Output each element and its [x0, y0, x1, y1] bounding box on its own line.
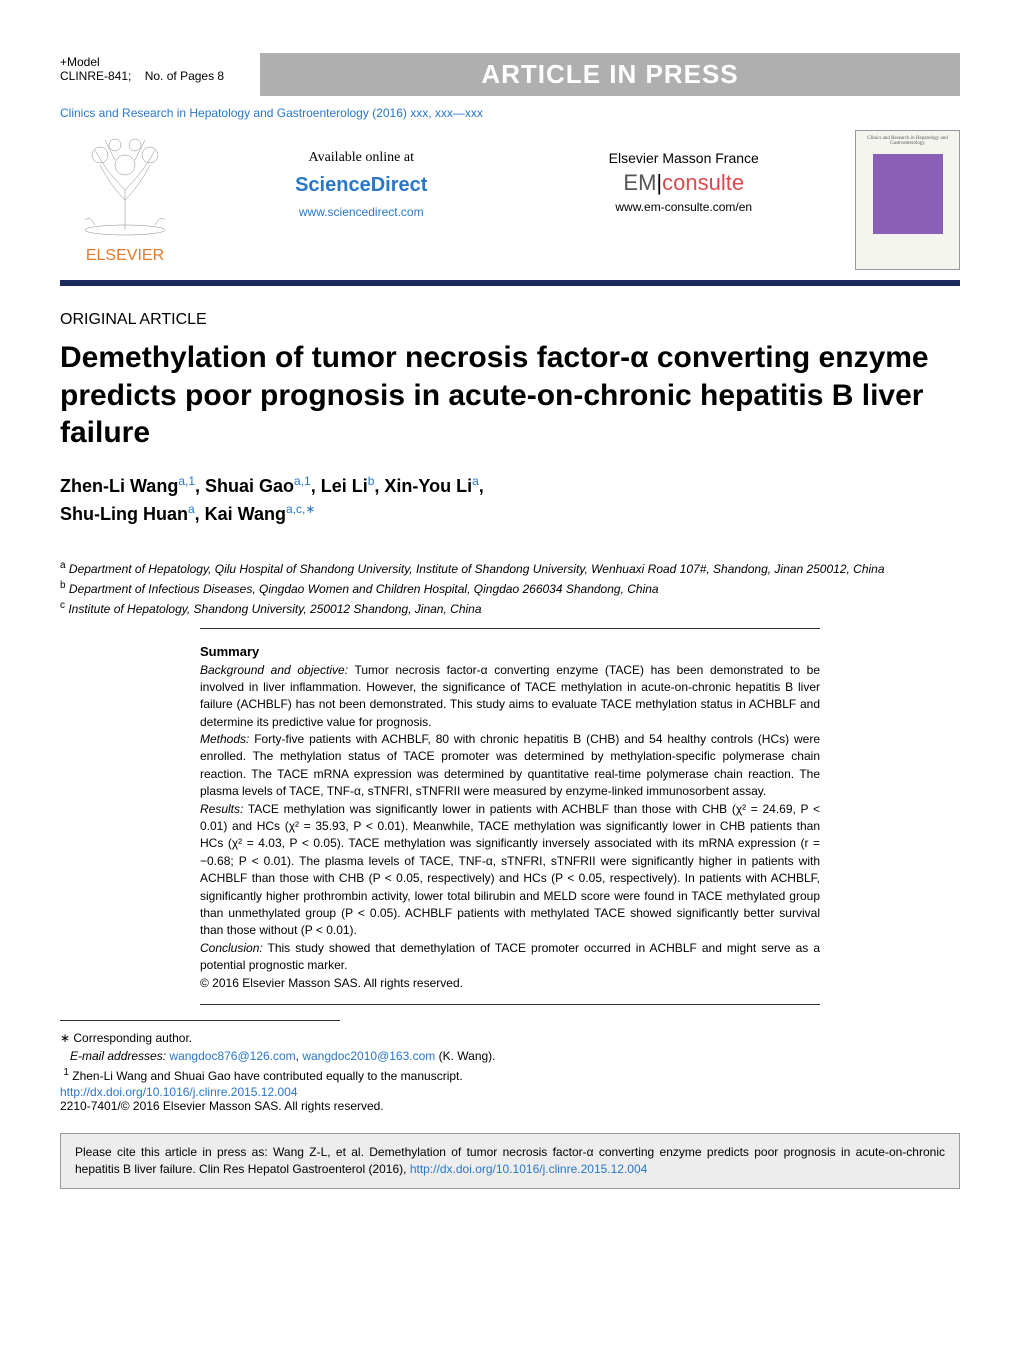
- conclusion-label: Conclusion:: [200, 941, 263, 955]
- conclusion-text: This study showed that demethylation of …: [200, 941, 820, 972]
- divider-thick: [60, 280, 960, 286]
- sciencedirect-url[interactable]: www.sciencedirect.com: [210, 205, 513, 219]
- author-5-sup: a: [188, 502, 195, 516]
- em-suffix: consulte: [662, 170, 744, 195]
- methods-text: Forty-five patients with ACHBLF, 80 with…: [200, 732, 820, 798]
- journal-cover[interactable]: Clinics and Research in Hepatology and G…: [855, 130, 960, 270]
- banner-text: ARTICLE IN PRESS: [481, 59, 738, 89]
- contrib-text: Zhen-Li Wang and Shuai Gao have contribu…: [69, 1069, 463, 1083]
- abstract-box: Summary Background and objective: Tumor …: [200, 628, 820, 1005]
- affil-a: Department of Hepatology, Qilu Hospital …: [66, 562, 885, 576]
- email-1[interactable]: wangdoc876@126.com: [169, 1049, 295, 1063]
- affil-b: Department of Infectious Diseases, Qingd…: [66, 582, 659, 596]
- cover-image: [873, 154, 943, 234]
- bg-label: Background and objective:: [200, 663, 348, 677]
- citation-box: Please cite this article in press as: Wa…: [60, 1133, 960, 1189]
- email-2[interactable]: wangdoc2010@163.com: [302, 1049, 435, 1063]
- em-consulte-logo[interactable]: EM|consulte: [533, 170, 836, 196]
- page-count: No. of Pages 8: [145, 69, 224, 83]
- author-1-sup: a,1: [178, 474, 195, 488]
- sciencedirect-logo[interactable]: ScienceDirect: [210, 174, 513, 197]
- sciencedirect-section: Available online at ScienceDirect www.sc…: [210, 130, 513, 219]
- cover-title: Clinics and Research in Hepatology and G…: [861, 136, 954, 146]
- results-text: TACE methylation was significantly lower…: [200, 802, 820, 938]
- elsevier-name: ELSEVIER: [60, 247, 190, 265]
- email-suffix: (K. Wang).: [435, 1049, 495, 1063]
- em-consulte-section: Elsevier Masson France EM|consulte www.e…: [533, 130, 836, 214]
- affil-c: Institute of Hepatology, Shandong Univer…: [65, 602, 482, 616]
- abstract-bottom-rule: [200, 1004, 820, 1005]
- em-consulte-url[interactable]: www.em-consulte.com/en: [533, 200, 836, 214]
- abstract-top-rule: [200, 628, 820, 629]
- results-label: Results:: [200, 802, 243, 816]
- author-2-sup: a,1: [294, 474, 311, 488]
- clinre-id: CLINRE-841;: [60, 69, 131, 83]
- author-5: Shu-Ling Huan: [60, 504, 188, 524]
- em-france-text: Elsevier Masson France: [533, 150, 836, 166]
- doi-link[interactable]: http://dx.doi.org/10.1016/j.clinre.2015.…: [60, 1085, 960, 1099]
- author-4: , Xin-You Li: [374, 476, 472, 496]
- cite-doi[interactable]: http://dx.doi.org/10.1016/j.clinre.2015.…: [410, 1162, 648, 1176]
- author-2: , Shuai Gao: [195, 476, 294, 496]
- email-label: E-mail addresses:: [70, 1049, 166, 1063]
- author-6-sup: a,c,∗: [286, 502, 315, 516]
- author-1: Zhen-Li Wang: [60, 476, 178, 496]
- methods-label: Methods:: [200, 732, 249, 746]
- summary-heading: Summary: [200, 644, 820, 659]
- abstract-text: Background and objective: Tumor necrosis…: [200, 662, 820, 992]
- author-6: , Kai Wang: [195, 504, 286, 524]
- article-type: ORIGINAL ARTICLE: [60, 311, 960, 329]
- elsevier-tree-icon: [65, 130, 185, 240]
- author-comma: ,: [479, 476, 484, 496]
- author-4-sup: a: [472, 474, 479, 488]
- header-section: ELSEVIER Available online at ScienceDire…: [60, 130, 960, 270]
- authors: Zhen-Li Wanga,1, Shuai Gaoa,1, Lei Lib, …: [60, 472, 960, 528]
- footnote-rule: [60, 1020, 340, 1021]
- footnotes: ∗ Corresponding author. E-mail addresses…: [60, 1029, 960, 1085]
- author-3: , Lei Li: [311, 476, 368, 496]
- available-text: Available online at: [210, 150, 513, 166]
- article-title: Demethylation of tumor necrosis factor-α…: [60, 339, 960, 452]
- affiliations: a Department of Hepatology, Qilu Hospita…: [60, 558, 960, 618]
- citation-line[interactable]: Clinics and Research in Hepatology and G…: [60, 106, 960, 120]
- elsevier-logo[interactable]: ELSEVIER: [60, 130, 190, 265]
- corresponding-author: ∗ Corresponding author.: [60, 1029, 960, 1047]
- article-in-press-banner: ARTICLE IN PRESS: [260, 53, 960, 96]
- em-prefix: EM: [623, 170, 656, 195]
- issn-line: 2210-7401/© 2016 Elsevier Masson SAS. Al…: [60, 1099, 960, 1113]
- abstract-copyright: © 2016 Elsevier Masson SAS. All rights r…: [200, 976, 463, 990]
